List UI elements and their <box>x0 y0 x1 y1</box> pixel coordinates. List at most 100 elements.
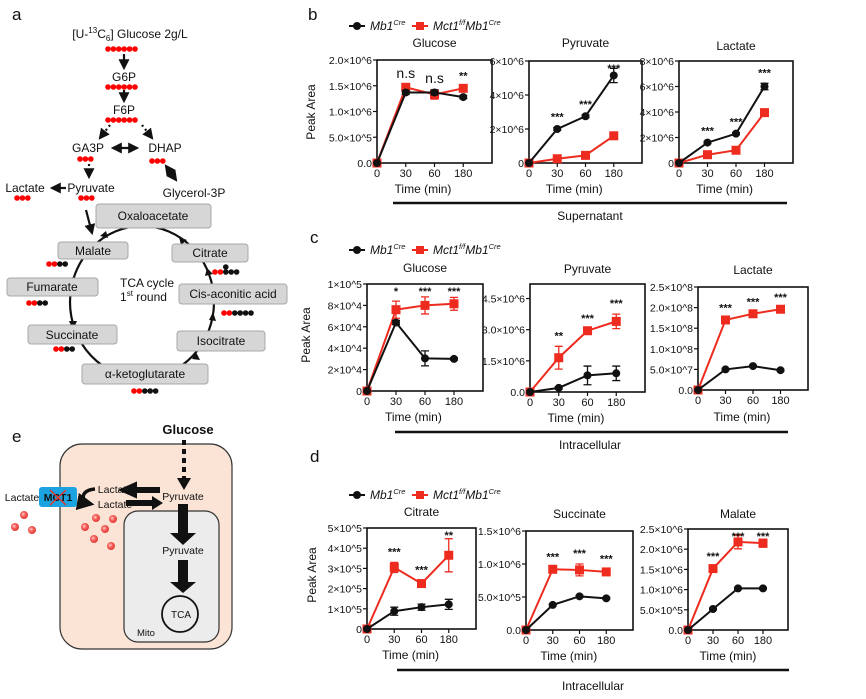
metabolite-glycerol3p: Glycerol-3P <box>163 186 226 200</box>
panel-label-d: d <box>310 447 319 466</box>
x-axis-label: Time (min) <box>385 410 442 424</box>
series-line <box>697 365 781 391</box>
mitochondrion <box>123 510 220 643</box>
carbon-dot-pyruvate <box>83 195 90 201</box>
x-axis-label: Time (min) <box>696 182 753 196</box>
significance-annotation: *** <box>719 303 733 315</box>
x-tick-label: 30 <box>390 396 402 408</box>
chart-title: Pyruvate <box>562 36 610 50</box>
y-tick-label: 4×10^6 <box>640 107 675 119</box>
carbon-dot-f6p <box>116 117 122 123</box>
x-tick-label: 0 <box>685 635 691 647</box>
metabolite-alpha-ketoglutarate: α-ketoglutarate <box>105 367 186 381</box>
y-tick-label: 0.0 <box>678 385 693 397</box>
y-axis-label: Peak Area <box>304 84 318 140</box>
series-knockout <box>362 538 454 634</box>
y-tick-label: 2.0×10^6 <box>329 55 372 67</box>
carbon-dot-akg <box>147 388 153 394</box>
metabolite-f6p: F6P <box>113 103 135 117</box>
data-point <box>417 603 426 612</box>
carbon-dot-akg <box>142 388 148 394</box>
chart-d-malate: Malate Time (min) 0.0 5.0×10^5 1.0×10^6 1.5×1… <box>640 507 789 663</box>
lactate-to-pyruvate-arrowhead <box>152 496 163 510</box>
series-line <box>678 112 766 164</box>
carbon-dot-citrate <box>228 269 234 275</box>
metabolite-pyruvate: Pyruvate <box>67 181 115 195</box>
carbon-dot-citrate <box>223 269 229 275</box>
x-tick-label: 180 <box>597 635 615 647</box>
panel-label-e: e <box>12 427 21 446</box>
data-point <box>694 386 702 394</box>
group-label-supernatant: Supernatant <box>557 209 623 223</box>
significance-annotation: n.s <box>425 70 444 86</box>
data-point <box>575 565 584 575</box>
charts: Glucose Time (min) Peak Area 0.0 5.0×10^5 1.0… <box>299 36 809 663</box>
significance-annotation: ** <box>444 530 453 542</box>
carbon-dot-cis_aconitic <box>226 310 233 316</box>
carbon-dot-dhap <box>154 158 161 164</box>
significance-annotation: *** <box>419 286 433 298</box>
y-tick-label: 0 <box>668 158 674 170</box>
metabolite-oxaloacetate: Oxaloacetate <box>118 209 189 223</box>
chart-title: Succinate <box>553 507 606 521</box>
significance-annotation: *** <box>610 298 624 310</box>
data-point <box>776 304 785 314</box>
series-line <box>529 320 617 393</box>
pathway-diagram: [U-13C6] Glucose 2g/L G6P F6P GA3P DHAP … <box>5 26 288 394</box>
tca-cycle-circle <box>161 595 199 633</box>
x-tick-label: 0 <box>364 396 370 408</box>
significance-annotation: ** <box>554 330 563 342</box>
data-point <box>554 353 564 363</box>
tca-cycle-label: TCA cycle <box>120 276 174 290</box>
x-tick-label: 30 <box>701 168 713 180</box>
data-point <box>721 315 730 325</box>
carbon-dot-pyruvate <box>78 195 84 201</box>
y-tick-label: 2×10^5 <box>328 584 363 596</box>
significance-annotation: ** <box>459 70 468 82</box>
y-tick-label: 2.5×10^6 <box>640 524 683 536</box>
series-knockout <box>521 563 611 635</box>
data-point <box>601 567 611 577</box>
x-tick-label: 60 <box>428 168 440 180</box>
y-tick-label: 0.0 <box>506 625 521 637</box>
x-axis-label: Time (min) <box>714 410 771 424</box>
carbon-dot-ga3p <box>82 156 89 162</box>
y-tick-label: 4.5×10^6 <box>482 294 525 306</box>
x-tick-label: 180 <box>607 397 625 409</box>
carbon-dot-malate <box>57 261 63 267</box>
x-tick-label: 60 <box>730 168 742 180</box>
pyruvate-to-lactate-arrow <box>117 481 160 499</box>
y-tick-label: 5.0×10^5 <box>329 132 372 144</box>
chart-title: Lactate <box>716 39 756 53</box>
data-point <box>733 537 743 547</box>
significance-annotation: * <box>394 286 399 298</box>
series-line <box>525 568 607 631</box>
tracer-label: [U-13C6] Glucose 2g/L <box>72 26 188 43</box>
legend: Mb1Cre Mct1f/fMb1Cre <box>349 242 501 257</box>
metabolite-fumarate: Fumarate <box>26 280 78 294</box>
arrow-f6p-ga3p <box>98 124 111 140</box>
data-point <box>373 159 381 167</box>
carbon-dot-glucose <box>110 46 117 52</box>
series-knockout <box>683 534 768 635</box>
plot-frame <box>366 527 477 630</box>
x-tick-label: 0 <box>676 168 682 180</box>
carbon-dot-pyruvate <box>89 195 95 201</box>
carbon-dot-cis_aconitic <box>248 310 254 316</box>
chart-title: Malate <box>720 507 756 521</box>
data-point <box>721 365 730 374</box>
data-point <box>583 371 592 380</box>
y-tick-label: 1.5×10^6 <box>329 81 372 93</box>
glucose-label: Glucose <box>162 422 213 437</box>
pyruvate-import-arrowhead <box>170 533 196 545</box>
y-tick-label: 1.0×10^8 <box>650 344 693 356</box>
data-point <box>581 112 590 121</box>
data-point <box>583 326 592 336</box>
box-alpha-ketoglutarate <box>81 363 209 385</box>
data-point <box>526 388 534 396</box>
legend: Mb1Cre Mct1f/fMb1Cre <box>349 18 501 33</box>
chart-title: Glucose <box>412 36 456 50</box>
chart-b-pyruvate: Pyruvate Time (min) 0 2×10^6 4×10^6 6×10^6 0 30… <box>490 36 643 196</box>
carbon-dot-succinate <box>69 346 75 352</box>
